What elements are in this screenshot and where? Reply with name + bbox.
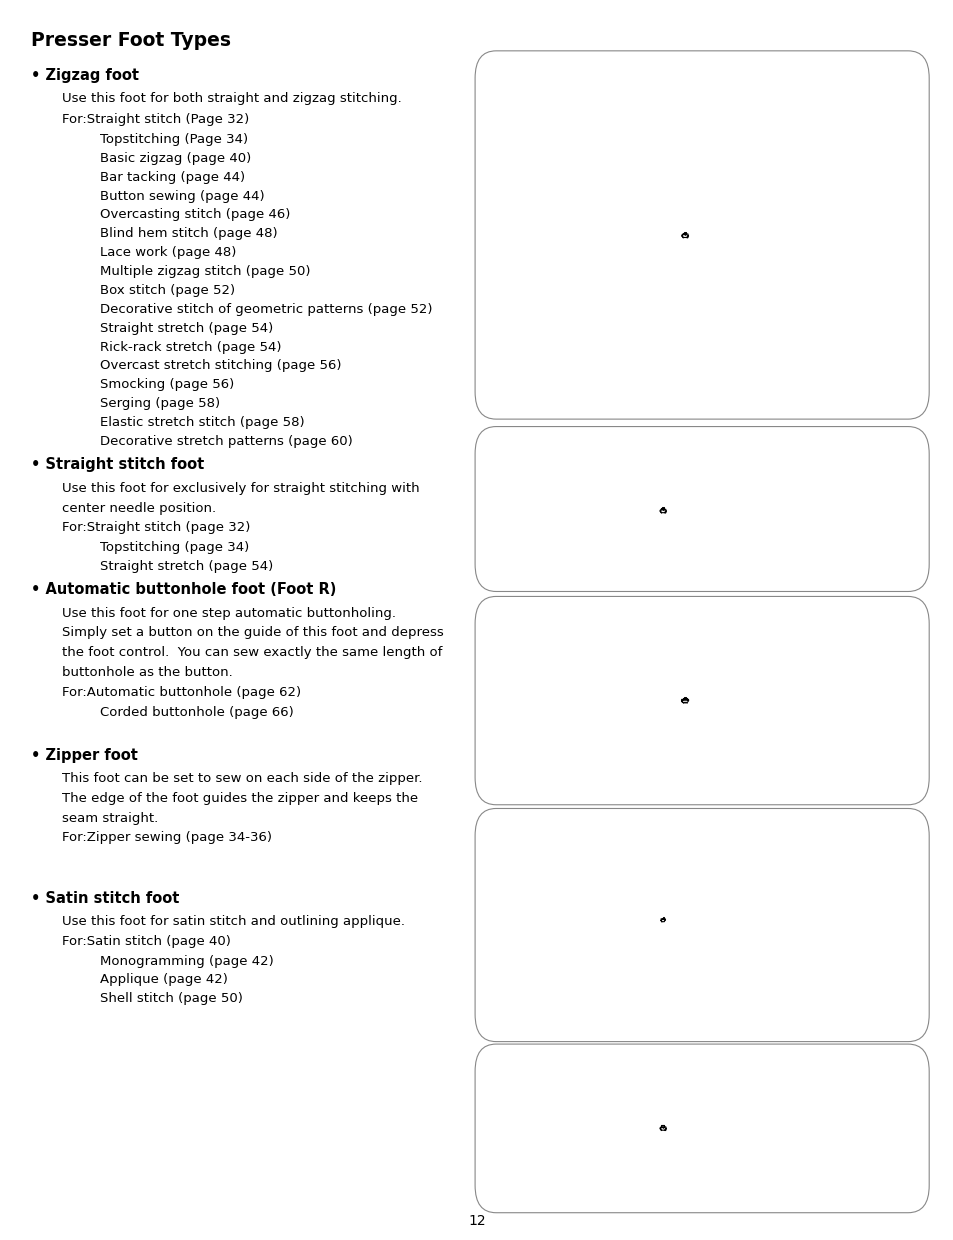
Text: Serging (page 58): Serging (page 58) bbox=[100, 397, 220, 410]
Polygon shape bbox=[680, 701, 682, 703]
Text: Shell stitch (page 50): Shell stitch (page 50) bbox=[100, 992, 243, 1006]
Text: seam straight.: seam straight. bbox=[62, 812, 158, 825]
FancyBboxPatch shape bbox=[475, 51, 928, 419]
Polygon shape bbox=[664, 511, 666, 513]
Polygon shape bbox=[661, 918, 663, 919]
Polygon shape bbox=[682, 233, 686, 234]
Text: • Automatic buttonhole foot (Foot R): • Automatic buttonhole foot (Foot R) bbox=[30, 583, 335, 598]
Text: Overcast stretch stitching (page 56): Overcast stretch stitching (page 56) bbox=[100, 360, 341, 372]
Text: For:Zipper sewing (page 34-36): For:Zipper sewing (page 34-36) bbox=[62, 832, 272, 844]
Text: the foot control.  You can sew exactly the same length of: the foot control. You can sew exactly th… bbox=[62, 646, 442, 660]
Polygon shape bbox=[680, 699, 688, 702]
Text: • Satin stitch foot: • Satin stitch foot bbox=[30, 890, 179, 905]
Polygon shape bbox=[681, 234, 682, 236]
FancyBboxPatch shape bbox=[475, 1044, 928, 1213]
Polygon shape bbox=[660, 1126, 663, 1127]
Text: Monogramming (page 42): Monogramming (page 42) bbox=[100, 955, 274, 967]
Text: Overcasting stitch (page 46): Overcasting stitch (page 46) bbox=[100, 208, 291, 222]
Text: center needle position.: center needle position. bbox=[62, 501, 216, 515]
FancyBboxPatch shape bbox=[475, 808, 928, 1042]
Text: Basic zigzag (page 40): Basic zigzag (page 40) bbox=[100, 151, 252, 165]
Text: 12: 12 bbox=[468, 1214, 485, 1228]
Text: Elastic stretch stitch (page 58): Elastic stretch stitch (page 58) bbox=[100, 417, 304, 429]
Polygon shape bbox=[659, 511, 660, 513]
Text: For:Straight stitch (page 32): For:Straight stitch (page 32) bbox=[62, 521, 250, 534]
Text: Blind hem stitch (page 48): Blind hem stitch (page 48) bbox=[100, 227, 277, 241]
Polygon shape bbox=[681, 234, 687, 238]
Polygon shape bbox=[664, 1128, 666, 1131]
Text: Use this foot for exclusively for straight stitching with: Use this foot for exclusively for straig… bbox=[62, 482, 419, 495]
Polygon shape bbox=[659, 1128, 660, 1131]
FancyBboxPatch shape bbox=[475, 596, 928, 805]
Text: Smocking (page 56): Smocking (page 56) bbox=[100, 378, 234, 392]
Text: Corded buttonhole (page 66): Corded buttonhole (page 66) bbox=[100, 706, 294, 719]
Polygon shape bbox=[681, 236, 682, 238]
Polygon shape bbox=[659, 510, 665, 512]
FancyBboxPatch shape bbox=[475, 427, 928, 591]
Text: Multiple zigzag stitch (page 50): Multiple zigzag stitch (page 50) bbox=[100, 265, 311, 278]
Text: • Straight stitch foot: • Straight stitch foot bbox=[30, 458, 204, 472]
Text: Use this foot for one step automatic buttonholing.: Use this foot for one step automatic but… bbox=[62, 606, 395, 620]
Text: Use this foot for satin stitch and outlining applique.: Use this foot for satin stitch and outli… bbox=[62, 915, 405, 928]
Text: buttonhole as the button.: buttonhole as the button. bbox=[62, 666, 233, 680]
Polygon shape bbox=[659, 510, 660, 511]
Text: Bar tacking (page 44): Bar tacking (page 44) bbox=[100, 171, 245, 184]
Text: Applique (page 42): Applique (page 42) bbox=[100, 973, 228, 987]
Text: Decorative stitch of geometric patterns (page 52): Decorative stitch of geometric patterns … bbox=[100, 303, 433, 316]
Text: Button sewing (page 44): Button sewing (page 44) bbox=[100, 190, 265, 202]
Text: Decorative stretch patterns (page 60): Decorative stretch patterns (page 60) bbox=[100, 435, 353, 448]
Text: Rick-rack stretch (page 54): Rick-rack stretch (page 54) bbox=[100, 341, 281, 353]
Polygon shape bbox=[660, 919, 664, 921]
Text: Presser Foot Types: Presser Foot Types bbox=[30, 31, 231, 50]
Text: Box stitch (page 52): Box stitch (page 52) bbox=[100, 284, 235, 296]
Text: • Zipper foot: • Zipper foot bbox=[30, 748, 137, 763]
Text: Topstitching (page 34): Topstitching (page 34) bbox=[100, 541, 249, 554]
Text: The edge of the foot guides the zipper and keeps the: The edge of the foot guides the zipper a… bbox=[62, 792, 417, 805]
Polygon shape bbox=[659, 1127, 660, 1128]
Text: Topstitching (Page 34): Topstitching (Page 34) bbox=[100, 133, 248, 146]
Text: Simply set a button on the guide of this foot and depress: Simply set a button on the guide of this… bbox=[62, 626, 443, 640]
Polygon shape bbox=[659, 1127, 665, 1130]
Text: Lace work (page 48): Lace work (page 48) bbox=[100, 247, 236, 259]
Text: For:Satin stitch (page 40): For:Satin stitch (page 40) bbox=[62, 935, 231, 947]
Text: Straight stretch (page 54): Straight stretch (page 54) bbox=[100, 560, 274, 573]
Text: • Zigzag foot: • Zigzag foot bbox=[30, 68, 138, 83]
Polygon shape bbox=[686, 236, 688, 238]
Polygon shape bbox=[681, 698, 687, 699]
Text: This foot can be set to sew on each side of the zipper.: This foot can be set to sew on each side… bbox=[62, 773, 422, 785]
Text: Use this foot for both straight and zigzag stitching.: Use this foot for both straight and zigz… bbox=[62, 93, 401, 105]
Polygon shape bbox=[660, 508, 663, 510]
Text: Straight stretch (page 54): Straight stretch (page 54) bbox=[100, 321, 274, 335]
Text: For:Automatic buttonhole (page 62): For:Automatic buttonhole (page 62) bbox=[62, 686, 301, 699]
Text: For:Straight stitch (Page 32): For:Straight stitch (Page 32) bbox=[62, 113, 249, 126]
